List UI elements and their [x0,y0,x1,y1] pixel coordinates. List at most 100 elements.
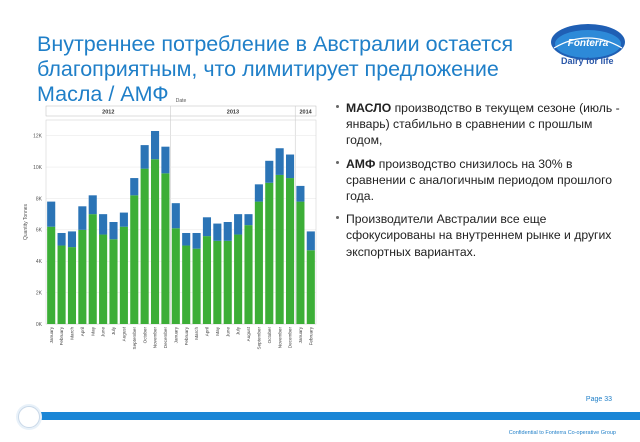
bar-segment-amf [223,222,232,241]
bar-segment-amf [119,212,128,227]
bar-segment-butter [57,245,66,324]
bar-segment-butter [161,173,170,324]
logo-text: Fonterra [568,38,609,49]
x-tick-label: November [153,327,158,349]
bar-segment-amf [130,178,139,196]
footer-circle [18,406,40,428]
bar-segment-butter [182,245,191,324]
bar-segment-amf [47,201,56,227]
bar-segment-butter [140,168,149,324]
y-tick-label: 8K [36,196,43,202]
bar-segment-butter [150,159,160,324]
bullet-text: производство снизилось на 30% в сравнени… [346,156,613,204]
bar-segment-butter [275,174,284,324]
bullet-bold: АМФ [346,156,376,171]
bullet-item: АМФ производство снизилось на 30% в срав… [334,156,620,205]
logo-swoosh [553,37,623,49]
x-tick-label: May [90,326,95,335]
page-number: Page 33 [585,396,612,403]
bar-segment-butter [265,182,274,324]
chart-area: Date 2012 2013 2014 0K 2K 4K 6K 8K 10K 12K Quantity… [18,96,324,364]
bar-segment-butter [171,228,180,324]
bar-segment-butter [119,226,128,324]
production-chart: Date 2012 2013 2014 0K 2K 4K 6K 8K 10K 12K Quantity… [23,98,317,350]
bar-segment-amf [67,231,77,248]
bar-segment-amf [78,206,87,230]
bar-segment-butter [285,178,295,324]
bar-segment-amf [254,184,263,202]
x-tick-label: February [184,326,189,345]
bar-segment-amf [109,222,118,240]
x-tick-label: September [256,327,261,350]
x-tick-label: January [298,326,303,343]
bar-segment-amf [171,203,180,229]
bar-segment-butter [254,201,263,324]
year-label: 2012 [102,110,114,116]
bar-segment-amf [265,160,274,183]
bar-segment-butter [99,234,108,324]
plot-frame [45,119,317,325]
bar-segment-amf [140,145,149,169]
bullet-item: МАСЛО производство в текущем сезоне (июл… [334,100,620,149]
x-tick-label: March [70,327,75,340]
bar-segment-amf [57,232,66,246]
bar-segment-amf [306,231,315,251]
bar-segment-amf [99,214,108,235]
year-label: 2014 [299,110,312,116]
x-tick-label: October [142,327,147,344]
bar-segment-amf [213,223,222,241]
bar-segment-amf [88,195,97,215]
confidential-note: Confidential to Fonterra Co-operative Gr… [508,430,616,436]
bar-segment-amf [275,148,284,175]
bar-segment-amf [150,130,160,160]
x-tick-label: July [111,326,116,335]
y-tick-label: 12K [33,133,43,139]
y-tick-label: 6K [36,228,43,234]
logo-oval-inner [555,30,621,58]
bar-segment-butter [306,250,315,324]
bar-segment-butter [130,195,139,324]
bar-segment-butter [192,248,201,324]
bar-segment-amf [244,214,253,226]
bar-segment-amf [182,232,191,246]
bar-segment-butter [244,225,253,324]
year-header-band [45,105,317,117]
slide-title: Внутреннее потребление в Австралии остае… [37,32,514,104]
bar-segment-butter [109,239,118,324]
logo-tagline: Dairy for life [561,56,614,66]
bar-segment-butter [47,226,56,324]
y-tick-label: 0K [36,322,43,328]
bar-segment-amf [285,154,295,179]
x-tick-label: January [173,326,178,343]
x-tick-label: April [205,327,210,336]
bar-segment-butter [234,234,243,324]
bullet-text: Производители Австралии все еще сфокусир… [346,212,612,259]
x-tick-label: August [246,326,251,341]
year-label: 2013 [227,110,239,116]
x-tick-label: December [163,327,168,349]
bar-segment-amf [192,232,201,249]
bar-segment-butter [88,214,97,324]
footer-bar [30,412,640,420]
bullet-item: Производители Австралии все еще сфокусир… [334,211,620,260]
x-tick-label: June [225,327,230,337]
fonterra-logo: Fonterra [551,24,625,60]
bar-segment-butter [202,236,212,324]
y-tick-label: 10K [33,165,43,171]
x-tick-label: October [267,327,272,344]
bullet-text: производство в текущем сезоне (июль - ян… [346,101,620,148]
x-tick-label: August [121,326,126,341]
x-tick-label: September [132,327,137,350]
x-tick-label: February [59,326,64,345]
bar-segment-amf [296,185,305,202]
bar-segment-butter [67,247,77,324]
x-tick-label: July [236,326,241,335]
bullet-list: МАСЛО производство в текущем сезоне (июл… [334,100,620,267]
y-axis-label: Quantity Tonnes [23,203,29,240]
x-tick-label: April [80,327,85,336]
x-tick-label: March [194,327,199,340]
bar-segment-amf [234,214,243,235]
bar-segment-butter [78,229,87,324]
bar-segment-amf [202,217,212,237]
y-tick-label: 4K [36,259,43,265]
